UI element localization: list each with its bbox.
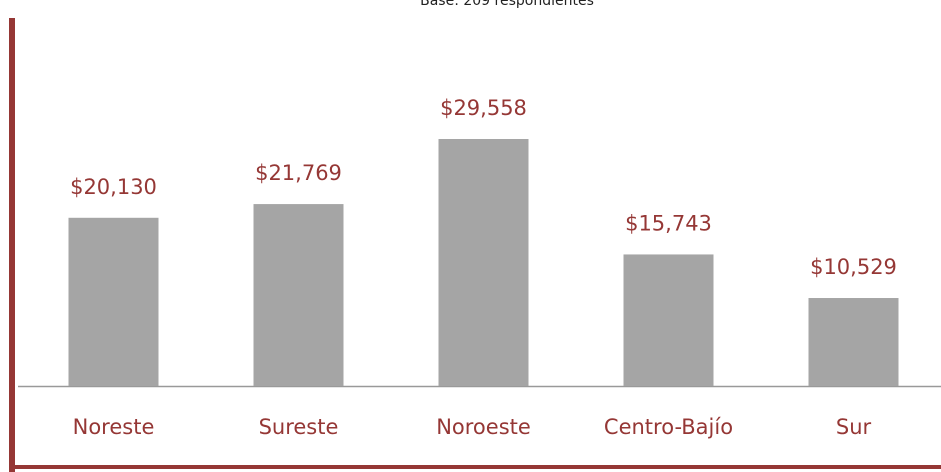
- value-label: $29,558: [440, 96, 527, 120]
- x-tick-label: Sur: [836, 415, 872, 439]
- value-label: $15,743: [625, 211, 712, 235]
- left-border: [9, 18, 15, 472]
- bar: [438, 139, 529, 386]
- chart-subtitle: Base: 209 respondientes: [420, 0, 594, 9]
- x-tick-label: Sureste: [259, 415, 339, 439]
- bar: [253, 204, 344, 386]
- value-label: $10,529: [810, 255, 897, 279]
- bottom-border: [9, 465, 941, 469]
- x-tick-label: Noreste: [73, 415, 155, 439]
- bar: [623, 254, 714, 386]
- bar: [68, 217, 159, 386]
- x-tick-label: Centro-Bajío: [604, 415, 733, 439]
- x-tick-label: Noroeste: [436, 415, 531, 439]
- value-label: $21,769: [255, 161, 342, 185]
- bar: [808, 298, 899, 386]
- value-label: $20,130: [70, 175, 157, 199]
